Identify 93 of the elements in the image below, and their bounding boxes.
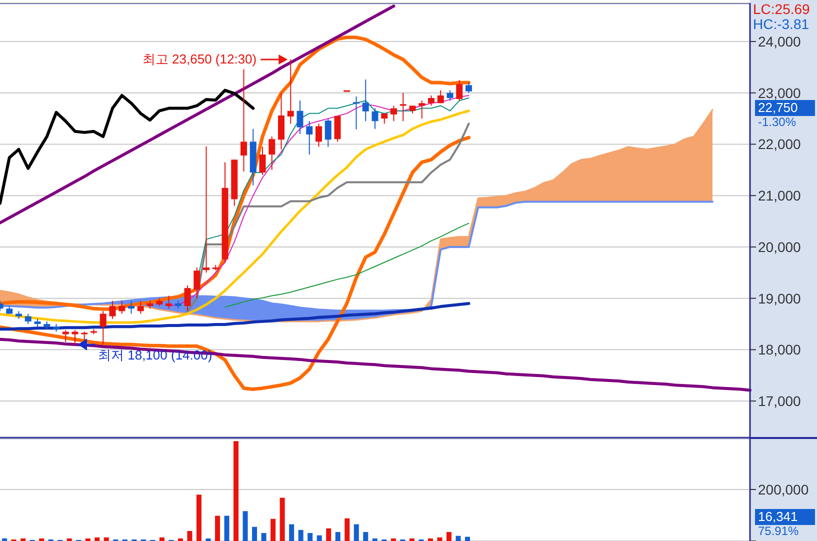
bar [242, 511, 248, 541]
candlestick [259, 146, 266, 176]
y-tick-label: 22,000 [758, 136, 802, 152]
candlestick [418, 100, 426, 120]
line-series [0, 302, 470, 331]
text: 75.91% [758, 524, 799, 538]
candlestick [353, 96, 360, 130]
candlestick [24, 313, 32, 325]
bar [39, 538, 44, 541]
bar [196, 494, 202, 541]
candlestick [437, 90, 444, 104]
bar [354, 524, 359, 541]
bar [298, 530, 304, 541]
y-tick-label: 19,000 [758, 290, 802, 306]
candlestick [456, 80, 463, 102]
y-tick-label: 23,000 [758, 84, 802, 101]
candlestick [306, 120, 313, 156]
text: LC:25.69 [753, 1, 810, 17]
bar [390, 538, 396, 541]
candlestick [287, 58, 294, 124]
candlestick [118, 300, 126, 314]
text: 22,750 [755, 100, 815, 116]
candlestick [446, 90, 454, 102]
text: -1.30% [758, 115, 796, 130]
candlestick [240, 68, 247, 172]
candlestick [324, 118, 332, 148]
bar [224, 516, 230, 541]
bar [66, 538, 72, 541]
y-tick-label: 200,000 [758, 481, 809, 498]
bar [2, 538, 8, 541]
annotation: 최고 23,650 (12:30) [142, 51, 257, 66]
bar [335, 532, 340, 541]
bar [94, 537, 100, 541]
bar [344, 518, 350, 541]
candlestick [166, 295, 172, 310]
candlestick [100, 310, 106, 346]
candlestick [81, 331, 88, 342]
candlestick [203, 146, 210, 274]
bar [465, 536, 470, 541]
line-series [0, 88, 255, 205]
bar [437, 537, 442, 541]
bar [270, 518, 276, 541]
text: 16,341 [755, 509, 815, 525]
candlestick [109, 300, 116, 320]
bar [372, 538, 378, 541]
candlestick [184, 284, 191, 312]
bar [363, 532, 368, 541]
y-tick-label: 20,000 [758, 238, 802, 255]
y-tick-label: 18,000 [758, 342, 802, 358]
bar [159, 537, 164, 541]
candlestick [62, 330, 69, 342]
bar [326, 528, 332, 541]
candlestick [466, 82, 472, 94]
candlestick [428, 94, 434, 106]
candlestick [390, 105, 397, 122]
candlestick [128, 300, 134, 314]
candlestick [372, 108, 378, 130]
candlestick [316, 123, 322, 148]
line-series [0, 136, 470, 391]
bar [316, 535, 322, 541]
bar [456, 536, 461, 541]
bar [85, 538, 90, 541]
candlestick [334, 115, 341, 142]
bar [104, 537, 109, 541]
y-tick-label: 21,000 [758, 188, 802, 204]
text: HC:-3.81 [753, 16, 810, 32]
bar [206, 538, 211, 541]
bar [252, 526, 258, 541]
bar [428, 538, 433, 541]
bar [280, 498, 285, 541]
y-tick-label: 17,000 [758, 393, 802, 410]
bar [261, 533, 266, 541]
candlestick [296, 100, 304, 134]
line-series [0, 4, 396, 224]
line-series [224, 222, 470, 308]
bar [178, 538, 183, 541]
line-series [0, 338, 752, 392]
bar [446, 532, 452, 541]
bar [20, 538, 26, 541]
bar [215, 516, 220, 541]
candlestick [400, 92, 406, 122]
y-tick-label: 24,000 [758, 33, 802, 50]
bar [289, 524, 294, 541]
candlestick [268, 136, 276, 170]
bar [409, 538, 414, 541]
candlestick [194, 267, 200, 299]
candlestick [137, 300, 144, 314]
candlestick [362, 79, 369, 122]
bar [308, 533, 313, 541]
candlestick [72, 330, 78, 346]
line-series [186, 122, 470, 312]
bar [187, 530, 192, 541]
bar [234, 441, 239, 541]
